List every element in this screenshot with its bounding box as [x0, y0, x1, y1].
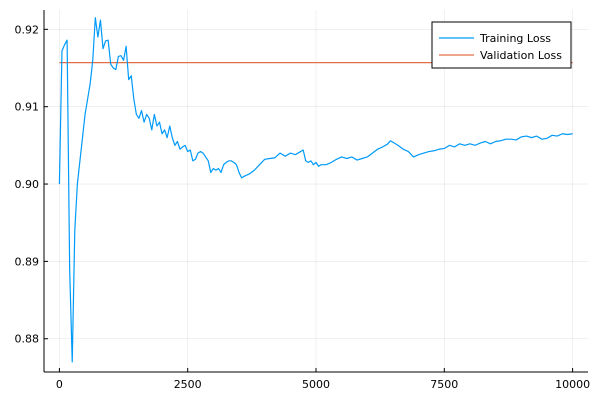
legend: Training Loss Validation Loss [431, 21, 572, 69]
x-tick-label: 2500 [174, 378, 202, 391]
axes [43, 10, 588, 373]
tick-labels: 0 2500 5000 7500 10000 0.88 0.89 0.90 0.91 0.92 [15, 23, 591, 391]
series-line-training-loss [58, 17, 573, 363]
y-tick-label: 0.90 [15, 178, 40, 191]
legend-label-training-loss: Training Loss [479, 32, 551, 45]
x-tick-label: 10000 [555, 378, 590, 391]
y-tick-label: 0.89 [15, 255, 40, 268]
y-tick-label: 0.88 [15, 333, 40, 346]
x-tick-label: 5000 [302, 378, 330, 391]
x-tick-label: 0 [56, 378, 63, 391]
legend-label-validation-loss: Validation Loss [480, 49, 562, 62]
x-tick-label: 7500 [430, 378, 458, 391]
y-tick-label: 0.92 [15, 23, 40, 36]
y-tick-label: 0.91 [15, 101, 40, 114]
legend-box [431, 21, 572, 69]
